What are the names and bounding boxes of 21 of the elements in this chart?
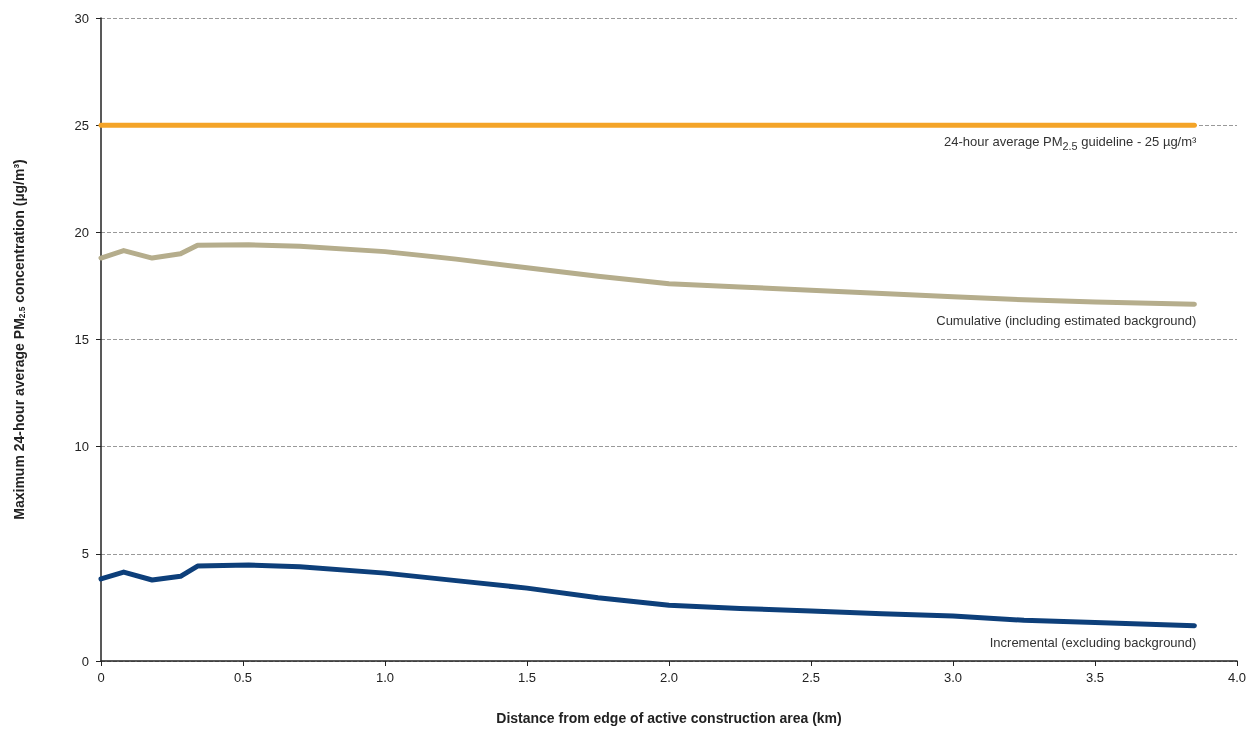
y-tick-label: 30 [74,10,89,26]
y-tick-label: 25 [74,117,89,133]
x-tick-label: 4.0 [1227,670,1247,685]
y-tick-label: 20 [74,224,89,240]
x-tick-label: 0.5 [233,670,253,685]
x-tick-label: 1.5 [517,670,537,685]
x-tick-label: 3.5 [1085,670,1105,685]
x-tick-label: 2.5 [801,670,821,685]
series-label: Incremental (excluding background) [989,634,1197,650]
y-axis-title: Maximum 24-hour average PM2.5 concentration (µg/m³) [11,159,27,520]
series-label: 24-hour average PM$_{2.5}$ guideline - 25 µg/m³ [944,134,1197,154]
x-tick-label: 2.0 [659,670,679,685]
x-tick-label: 1.0 [375,670,395,685]
y-tick-label: 10 [74,439,89,455]
y-tick-label: 0 [81,653,89,669]
y-tick-label: 15 [74,332,89,347]
y-tick-label: 5 [81,546,89,562]
x-axis-title: Distance from edge of active construction area (km) [496,710,842,726]
x-tick-label: 3.0 [943,670,963,685]
x-tick-label: 0 [97,670,105,685]
series-label: Cumulative (including estimated background) [936,313,1197,329]
